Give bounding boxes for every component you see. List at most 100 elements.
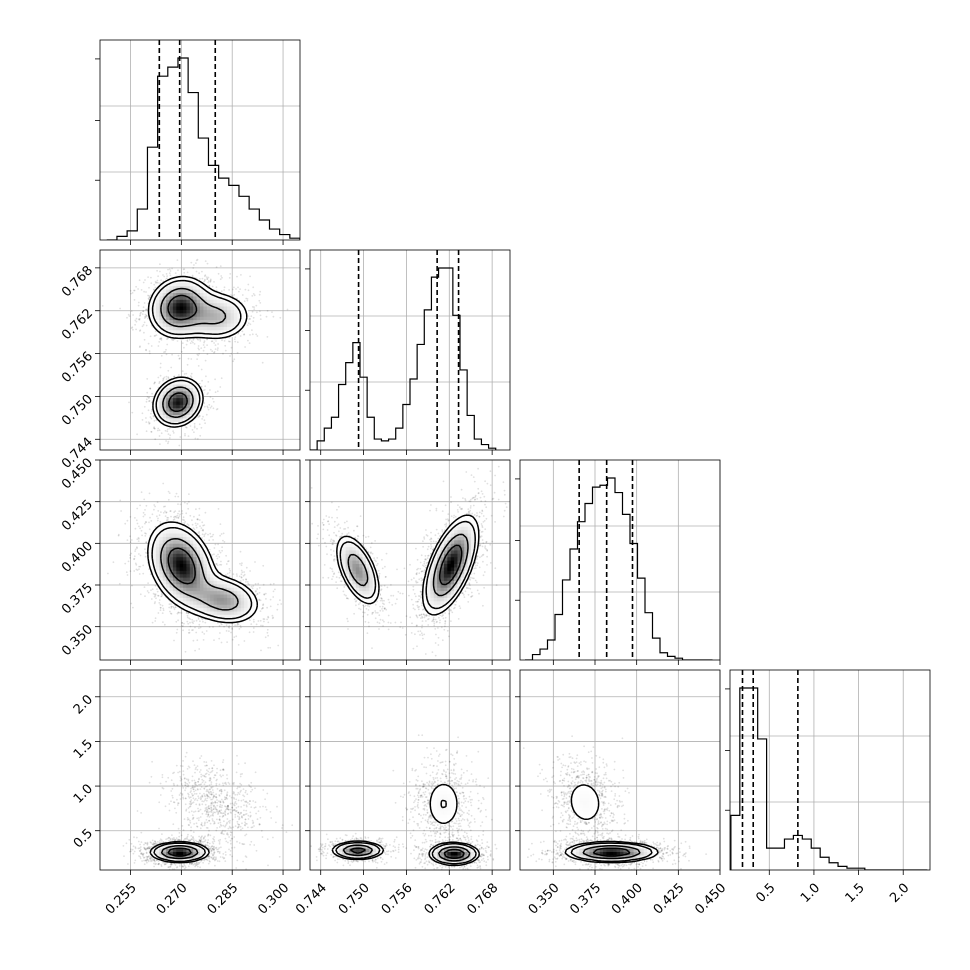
scatter-point	[208, 539, 211, 542]
scatter-point	[144, 313, 147, 316]
density-cell	[183, 387, 188, 392]
scatter-point	[148, 295, 150, 297]
scatter-point	[239, 335, 242, 337]
scatter-point	[171, 338, 173, 341]
density-cell	[206, 322, 211, 327]
density-cell	[176, 282, 181, 287]
density-cell	[189, 295, 194, 300]
scatter-point	[149, 294, 152, 297]
density-cell	[169, 383, 174, 388]
scatter-point	[181, 622, 184, 624]
density-cell	[172, 387, 177, 392]
density-cell	[155, 295, 160, 300]
scatter-point	[166, 343, 169, 346]
scatter-point	[217, 553, 219, 556]
density-cell	[203, 295, 208, 300]
scatter-point	[258, 293, 261, 296]
scatter-point	[223, 340, 226, 342]
scatter-point	[239, 288, 242, 290]
density-cell	[216, 316, 221, 321]
scatter-point	[185, 512, 188, 515]
scatter-point	[164, 350, 167, 353]
scatter-point	[186, 271, 189, 274]
density-cell	[186, 387, 191, 392]
density-cell	[176, 319, 181, 324]
scatter-point	[142, 511, 145, 514]
scatter-point	[243, 333, 246, 336]
scatter-point	[196, 518, 199, 520]
scatter-point	[201, 533, 204, 536]
histogram-panel-p2	[515, 459, 721, 665]
density-cell	[183, 414, 188, 419]
scatter-point	[137, 540, 140, 542]
scatter-point	[196, 427, 198, 430]
density-cell	[172, 309, 177, 314]
density-cell	[172, 305, 177, 310]
scatter-point	[164, 515, 167, 517]
scatter-point	[272, 315, 275, 318]
scatter-point	[160, 595, 163, 598]
scatter-point	[202, 349, 205, 352]
density-cell	[162, 421, 167, 426]
scatter-point	[259, 290, 262, 293]
density-cell	[216, 299, 221, 304]
density-cell	[210, 295, 215, 300]
scatter-point	[201, 270, 203, 273]
scatter-point	[209, 348, 212, 351]
density-cell	[189, 299, 194, 304]
scatter-point	[205, 375, 207, 378]
density-cell	[166, 414, 171, 419]
density-cell	[149, 309, 154, 314]
scatter-point	[206, 405, 209, 408]
scatter-point	[202, 344, 205, 346]
contour-line	[147, 275, 248, 428]
density-cell	[189, 282, 194, 287]
scatter-point	[195, 524, 198, 527]
scatter-point	[143, 302, 146, 304]
density-cell	[213, 299, 218, 304]
density-cell	[220, 299, 225, 304]
scatter-point	[161, 604, 164, 607]
scatter-point	[160, 338, 163, 340]
density-cell	[237, 305, 242, 310]
scatter-point	[173, 375, 175, 378]
scatter-point	[212, 626, 214, 628]
density-cell	[183, 285, 188, 290]
scatter-point	[244, 288, 247, 291]
scatter-point	[126, 539, 129, 541]
histogram-step	[730, 687, 928, 870]
scatter-point	[266, 336, 269, 338]
scatter-point	[244, 346, 247, 348]
density-cell	[203, 322, 208, 327]
density-cell	[162, 312, 167, 317]
scatter-point	[187, 357, 190, 360]
scatter-point	[157, 510, 160, 512]
scatter-point	[141, 412, 144, 415]
scatter-point	[167, 337, 169, 340]
scatter-point	[112, 561, 115, 564]
density-cell	[159, 299, 164, 304]
scatter-point	[133, 555, 136, 558]
x-tick-label: 1.5	[843, 881, 868, 906]
density-cell	[206, 319, 211, 324]
scatter-point	[124, 522, 127, 525]
scatter-point	[175, 631, 178, 634]
scatter-point	[203, 524, 206, 526]
scatter-point	[159, 374, 162, 377]
density-cell	[213, 316, 218, 321]
scatter-point	[129, 541, 132, 544]
scatter-point	[166, 338, 168, 341]
density-cell	[230, 319, 235, 324]
scatter-point	[150, 282, 153, 284]
scatter-point	[181, 510, 184, 512]
density-cell	[172, 302, 177, 307]
density-cell	[206, 312, 211, 317]
scatter-point	[228, 571, 231, 574]
scatter-point	[153, 382, 155, 385]
density-cell	[159, 289, 164, 293]
scatter-point	[119, 499, 122, 502]
scatter-point	[140, 491, 143, 494]
scatter-point	[170, 515, 172, 518]
scatter-point	[139, 329, 142, 331]
density-cell	[179, 387, 184, 392]
